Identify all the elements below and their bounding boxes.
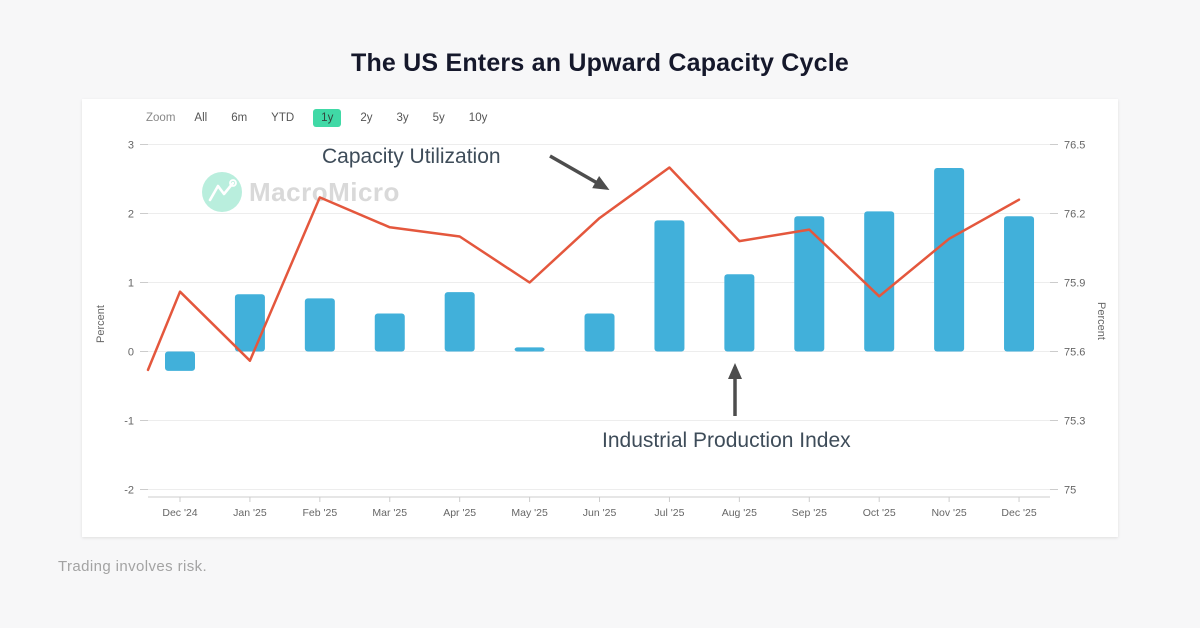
logo-ring-icon (229, 179, 237, 187)
right-axis-tick-label: 75 (1064, 485, 1076, 497)
right-axis-tick-label: 75.6 (1064, 347, 1085, 359)
left-axis-title: Percent (95, 305, 107, 343)
zoom-label: Zoom (146, 112, 176, 124)
month-label: Apr '25 (443, 507, 476, 519)
bar-sep25[interactable] (794, 216, 825, 352)
macromicro-watermark: MacroMicro (202, 172, 400, 212)
month-label: Jul '25 (654, 507, 684, 519)
chart-canvas[interactable]: 3 2 1 0 -1 -2 76.5 76.2 75.9 75.6 75.3 75 Percent Per… (82, 99, 1118, 537)
month-label: Aug '25 (722, 507, 757, 519)
page-title: The US Enters an Upward Capacity Cycle (350, 49, 850, 77)
left-axis-tick-label: -2 (124, 485, 134, 497)
disclaimer-text: Trading involves risk. (58, 558, 208, 575)
bar-aug25[interactable] (724, 274, 755, 352)
bar-jun25[interactable] (584, 313, 615, 352)
bar-feb25[interactable] (304, 298, 335, 352)
month-label: Nov '25 (931, 507, 966, 519)
capacity-utilization-annotation: Capacity Utilization (322, 145, 501, 168)
left-axis-tick-label: 3 (128, 140, 134, 152)
range-button-1y[interactable]: 1y (313, 109, 342, 127)
left-axis-tick-label: 0 (128, 347, 134, 359)
month-label: Mar '25 (372, 507, 407, 519)
right-axis-tick-label: 75.3 (1064, 416, 1085, 428)
month-label: Oct '25 (863, 507, 896, 519)
bar-may25[interactable] (514, 347, 545, 352)
bar-dec24[interactable] (165, 351, 195, 371)
range-button-all[interactable]: All (194, 112, 208, 124)
right-axis-tick-label: 75.9 (1064, 278, 1085, 290)
month-label: Sep '25 (792, 507, 827, 519)
month-label: May '25 (511, 507, 548, 519)
logo-zigzag-icon (208, 181, 235, 202)
bar-jan25[interactable] (234, 294, 265, 352)
range-selector: Zoom All 6m YTD 1y 2y 3y 5y 10y (146, 109, 492, 127)
month-label: Dec '25 (1001, 507, 1036, 519)
right-axis-tick-label: 76.2 (1064, 209, 1085, 221)
bar-jul25[interactable] (654, 220, 685, 352)
range-button-ytd[interactable]: YTD (271, 112, 295, 124)
month-label: Feb '25 (302, 507, 337, 519)
range-button-6m[interactable]: 6m (231, 112, 248, 124)
range-button-3y[interactable]: 3y (396, 112, 409, 124)
right-axis-title: Percent (1095, 302, 1107, 340)
right-axis-tick-label: 76.5 (1064, 140, 1085, 152)
bar-dec25[interactable] (1004, 216, 1035, 352)
month-label: Dec '24 (162, 507, 197, 519)
industrial-production-annotation: Industrial Production Index (602, 429, 851, 452)
month-label: Jun '25 (583, 507, 617, 519)
range-button-5y[interactable]: 5y (432, 112, 445, 124)
left-axis-tick-label: 1 (128, 278, 134, 290)
range-button-10y[interactable]: 10y (468, 112, 488, 124)
bar-oct25[interactable] (864, 211, 895, 352)
bar-nov25[interactable] (934, 167, 965, 352)
left-axis-tick-label: -1 (124, 416, 134, 428)
capacity-utilization-line[interactable] (146, 166, 1021, 372)
watermark-text: MacroMicro (249, 177, 400, 207)
range-button-2y[interactable]: 2y (360, 112, 373, 124)
capacity-utilization-arrow (549, 154, 610, 190)
bar-apr25[interactable] (444, 292, 475, 352)
chart-card: Zoom All 6m YTD 1y 2y 3y 5y 10y 3 2 1 0 -1 -2 76.5 76.… (82, 99, 1118, 537)
month-label: Jan '25 (233, 507, 267, 519)
left-axis-tick-label: 2 (128, 209, 134, 221)
bar-mar25[interactable] (374, 313, 405, 352)
